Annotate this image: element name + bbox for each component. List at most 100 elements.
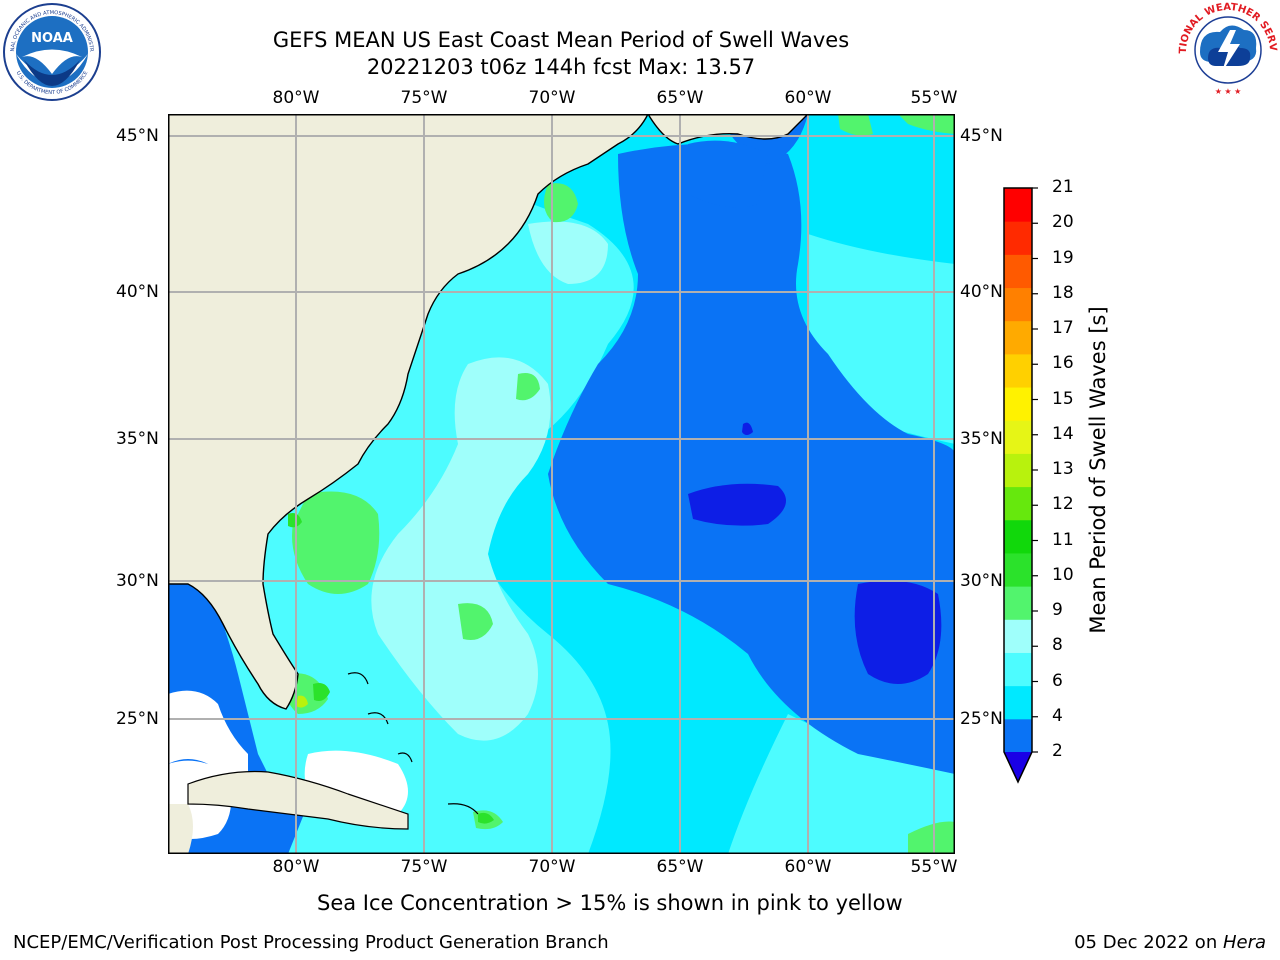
swell-zone-8-9s	[371, 357, 551, 741]
lon-label: 60°W	[784, 88, 832, 108]
lon-label: 55°W	[910, 88, 958, 108]
colorbar-tick-label: 10	[1052, 564, 1074, 585]
colorbar-tick-label: 9	[1052, 600, 1063, 620]
lat-label: 25°N	[116, 709, 159, 729]
colorbar-tick-label: 17	[1052, 318, 1074, 338]
coastline	[647, 114, 809, 145]
lon-label: 70°W	[528, 88, 576, 108]
lat-label: 40°N	[960, 282, 1003, 302]
lat-label: 30°N	[960, 571, 1003, 591]
swell-zone-lt-2s	[742, 422, 753, 435]
colorbar-cell	[1004, 552, 1032, 587]
swell-zone-10-11s	[478, 812, 494, 824]
colorbar-tick-label: 18	[1052, 282, 1074, 303]
map-panel	[168, 114, 955, 854]
island-outlines	[347, 672, 479, 815]
lat-label: 35°N	[116, 429, 159, 449]
footer-host: Hera	[1222, 932, 1266, 953]
colorbar-cell	[1004, 221, 1032, 255]
lon-label: 75°W	[400, 857, 448, 877]
swell-zone-9-10s	[838, 114, 873, 136]
colorbar-cell	[1004, 486, 1032, 521]
svg-text:★ ★ ★: ★ ★ ★	[1215, 87, 1242, 96]
swell-zone-lt-2s	[688, 483, 786, 526]
swell-zone-2-4s	[688, 140, 768, 208]
lon-label: 70°W	[528, 857, 576, 877]
colorbar-label: Mean Period of Swell Waves [s]	[1086, 306, 1110, 634]
land-north-america	[168, 114, 648, 709]
swell-zone-9-10s	[516, 373, 540, 401]
colorbar-tick-label: 19	[1052, 247, 1074, 268]
colorbar-cell	[1004, 453, 1032, 488]
lat-label: 40°N	[116, 282, 159, 302]
lat-label: 30°N	[116, 571, 159, 591]
chart-title: GEFS MEAN US East Coast Mean Period of S…	[272, 28, 850, 52]
coastline	[187, 770, 409, 830]
colorbar-tick-label: 13	[1052, 459, 1074, 479]
map-frame	[168, 114, 955, 854]
nws-logo: NATIONAL WEATHER SERVICE ★ ★ ★	[1174, 0, 1278, 100]
colorbar-cell	[1004, 188, 1032, 222]
lat-label: 45°N	[960, 126, 1003, 146]
noaa-logo: NOAA NATIONAL OCEANIC AND ATMOSPHERIC AD…	[0, 0, 102, 102]
colorbar-cell	[1004, 254, 1032, 289]
colorbar	[1000, 186, 1040, 786]
lon-label: 75°W	[400, 88, 448, 108]
lon-label: 65°W	[656, 88, 704, 108]
colorbar-cell	[1004, 287, 1032, 322]
colorbar-cell	[1004, 685, 1032, 720]
land-cuba	[188, 771, 408, 829]
swell-zone-12-13s	[296, 695, 308, 708]
colorbar-tick-label: 21	[1052, 177, 1074, 197]
swell-zone-9-10s	[458, 603, 493, 640]
footer-right: 05 Dec 2022 on Hera	[1074, 932, 1266, 953]
swell-zone-9-10s	[898, 114, 955, 134]
colorbar-tick-label: 11	[1052, 529, 1074, 550]
lon-label: 65°W	[656, 857, 704, 877]
coastline	[168, 114, 649, 710]
colorbar-cell	[1004, 320, 1032, 355]
lat-label: 25°N	[960, 709, 1003, 729]
colorbar-cell	[1004, 353, 1032, 388]
lon-label: 60°W	[784, 857, 832, 877]
sea-ice-caption: Sea Ice Concentration > 15% is shown in …	[317, 891, 903, 915]
colorbar-cell	[1004, 586, 1032, 620]
swell-zone-9-10s	[292, 491, 380, 594]
lat-label: 35°N	[960, 429, 1003, 449]
colorbar-ticks: 21 20 19 18 17 16 15 14 13 12 11 10 9 8 6 4 2	[1042, 177, 1092, 786]
colorbar-cell	[1004, 387, 1032, 421]
swell-zone-8-9s	[528, 221, 608, 284]
lon-labels-bottom: 80°W 75°W 70°W 65°W 60°W 55°W	[168, 857, 958, 879]
colorbar-tick-label: 20	[1052, 212, 1074, 233]
chart-subtitle: 20221203 t06z 144h fcst Max: 13.57	[366, 55, 756, 79]
colorbar-cell	[1004, 652, 1032, 687]
lon-label: 55°W	[910, 857, 958, 877]
colorbar-svg	[1003, 187, 1038, 784]
swell-zone-2-4s	[548, 144, 955, 774]
colorbar-tick-label: 16	[1052, 353, 1074, 374]
colorbar-extend-triangle	[1004, 752, 1032, 782]
colorbar-tick-label: 4	[1052, 705, 1063, 726]
land-yucatan	[168, 804, 193, 854]
swell-zone-10-11s	[313, 683, 330, 701]
colorbar-cell	[1004, 519, 1032, 554]
no-data-region	[168, 690, 248, 778]
colorbar-tick-label: 2	[1052, 741, 1063, 761]
colorbar-tick-label: 15	[1052, 388, 1074, 409]
colorbar-tick-label: 12	[1052, 494, 1074, 515]
colorbar-outline	[1003, 187, 1033, 784]
footer-left: NCEP/EMC/Verification Post Processing Pr…	[13, 932, 609, 953]
swell-zone-6-8s	[728, 714, 955, 854]
colorbar-tick-label: 6	[1052, 670, 1063, 691]
colorbar-cell	[1004, 420, 1032, 454]
colorbar-cell	[1004, 718, 1032, 753]
graticule	[168, 114, 955, 854]
lat-label: 45°N	[116, 126, 159, 146]
noaa-text: NOAA	[31, 31, 73, 46]
colorbar-tick-label: 8	[1052, 635, 1063, 656]
colorbar-tick-label: 14	[1052, 423, 1074, 444]
footer-date: 05 Dec 2022 on	[1074, 932, 1223, 953]
swell-zone-9-10s	[908, 821, 955, 854]
lon-labels-top: 80°W 75°W 70°W 65°W 60°W 55°W	[168, 88, 958, 110]
swell-zone-lt-2s	[854, 580, 942, 684]
